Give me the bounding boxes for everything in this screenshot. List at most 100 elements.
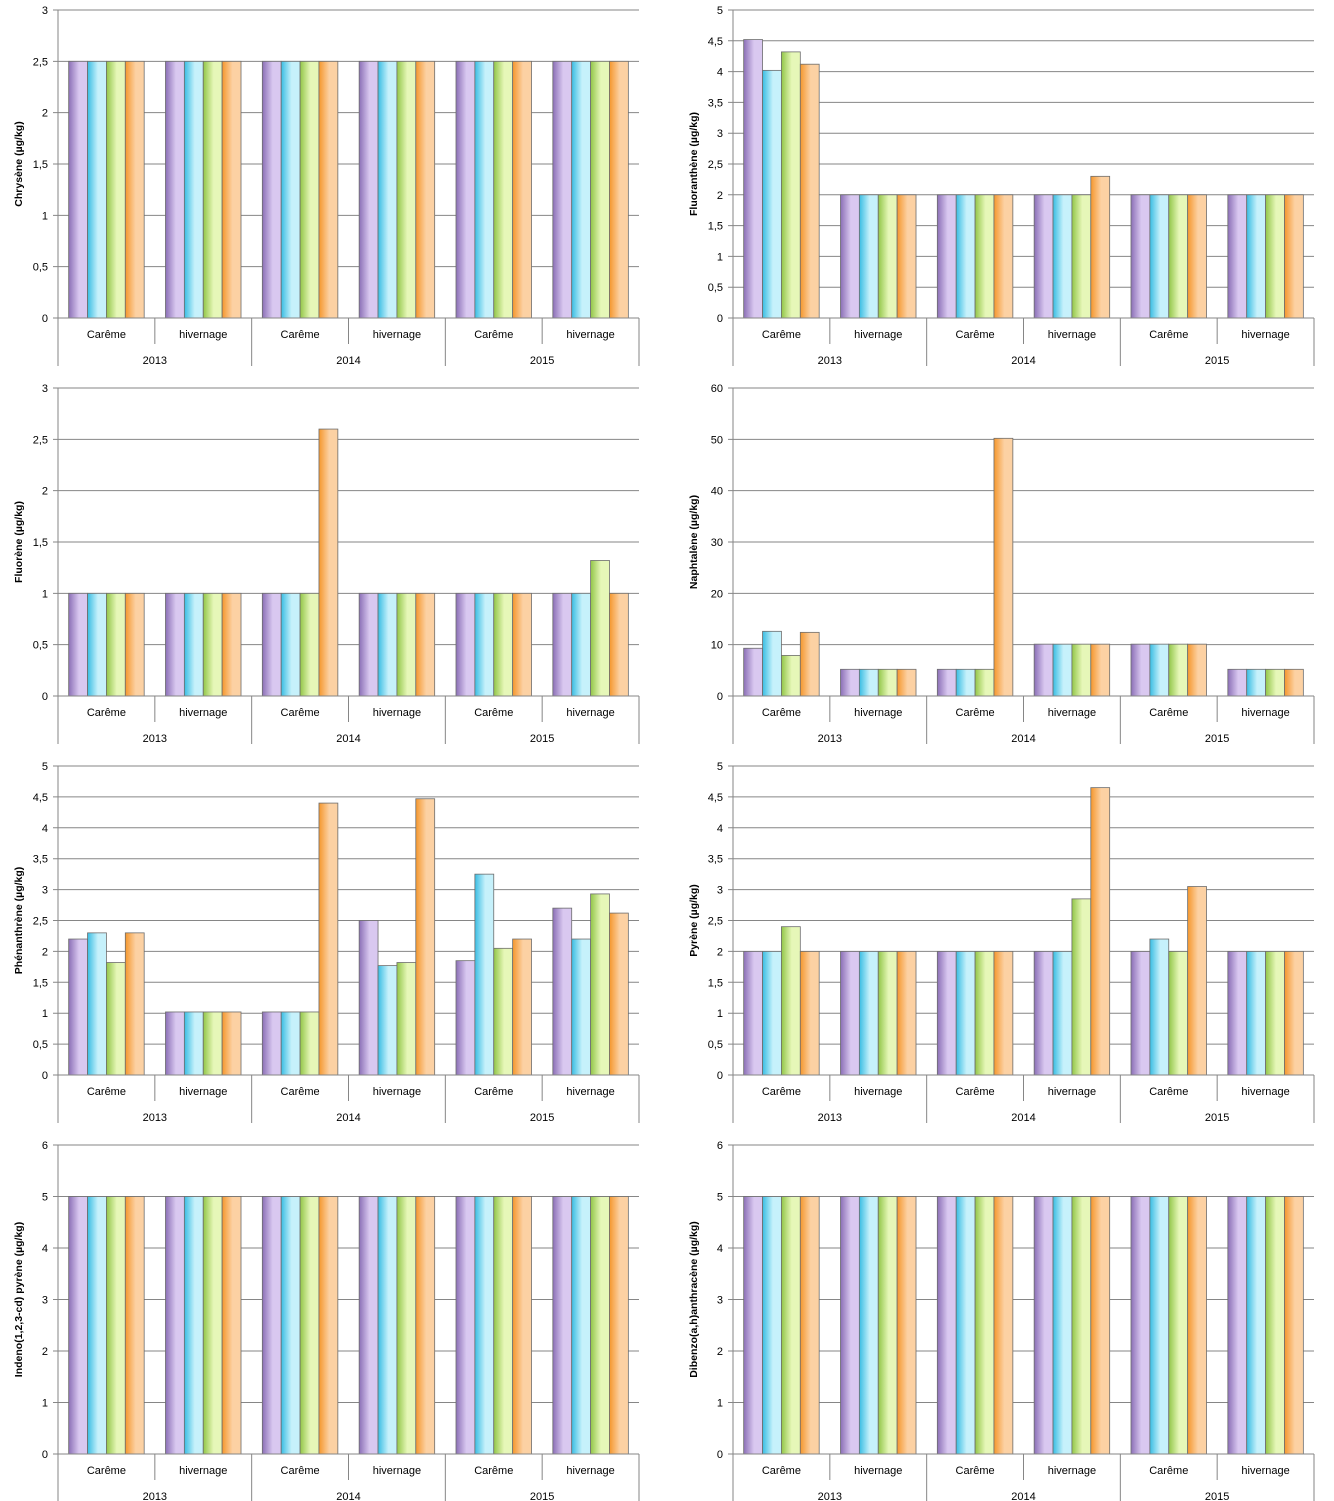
bar [1246,1196,1266,1455]
bar [1071,194,1092,319]
y-tick-label: 1 [42,210,48,222]
category-label: Carême [1149,1465,1188,1477]
bar [165,1196,185,1455]
y-tick-label: 4,5 [708,36,723,48]
y-tick-label: 0,5 [33,640,48,652]
bar [858,1196,879,1455]
bar [840,194,860,319]
category-label: Carême [1149,1086,1188,1098]
y-tick-label: 2,5 [708,159,723,171]
bar [840,951,860,1076]
y-tick-label: 5 [42,761,48,773]
bar [571,592,591,697]
group-label: 2015 [530,1491,554,1501]
group-label: 2015 [1205,1491,1229,1501]
bar [1246,194,1266,319]
bar [877,951,898,1076]
y-tick-label: 3,5 [708,97,723,109]
category-label: Carême [474,1465,513,1477]
y-tick-label: 5 [717,1192,723,1204]
chart-panel-7: 0 1 2 3 4 5 6 Indeno(1,2,3-cd) pyrène (µg/kg) Ca… [13,1140,640,1501]
group-label: 2013 [143,1491,167,1501]
bar [1071,1196,1092,1455]
category-label: Carême [474,329,513,341]
y-tick-label: 4 [717,823,723,835]
bar [221,592,242,697]
bar [840,1196,860,1455]
y-tick-label: 5 [717,761,723,773]
bar [1090,175,1111,319]
bar [377,60,398,319]
category-label: hivernage [373,707,421,719]
bar [261,592,282,697]
bar [974,668,995,697]
bar [106,1196,126,1455]
bar [1246,951,1266,1076]
bar [858,194,879,319]
y-tick-label: 1,5 [708,221,723,233]
y-tick-label: 0 [42,1070,48,1082]
category-label: Carême [762,329,801,341]
bar [377,592,398,697]
category-label: Carême [281,707,320,719]
bar [493,60,514,319]
bar [396,60,417,319]
bar [455,60,476,319]
bar [609,592,629,697]
category-label: hivernage [373,1465,421,1477]
y-tick-label: 3 [42,383,48,395]
bar [936,1196,957,1455]
y-tick-label: 2,5 [33,916,48,928]
y-tick-label: 3 [42,1295,48,1307]
category-label: hivernage [1048,1086,1096,1098]
bar [955,668,976,697]
y-tick-label: 60 [711,383,723,395]
bar [1265,668,1285,697]
bar [896,194,917,319]
bar [762,1196,782,1455]
chart-panel-8: 0 1 2 3 4 5 6 Dibenzo(a,h)anthracène (µg/kg) Car… [688,1140,1315,1501]
y-tick-label: 2 [717,190,723,202]
bar [1130,643,1151,697]
bar [590,1196,610,1455]
bar [743,39,763,319]
bar [68,60,88,319]
y-tick-label: 0 [717,1070,723,1082]
y-tick-label: 2 [42,108,48,120]
bar [1265,1196,1285,1455]
y-tick-label: 0,5 [708,1039,723,1051]
category-label: hivernage [854,707,902,719]
bar [1052,951,1073,1076]
bar [1149,1196,1170,1455]
bar [415,60,436,319]
group-label: 2015 [1205,1112,1229,1124]
bar [299,592,320,697]
category-label: hivernage [179,1465,227,1477]
bar [571,60,591,319]
bar [609,1196,629,1455]
bar [280,60,301,319]
bar [493,592,514,697]
y-axis-title: Dibenzo(a,h)anthracène (µg/kg) [688,1221,700,1378]
bar [762,630,782,697]
category-label: Carême [956,1086,995,1098]
bar [955,194,976,319]
bar [974,951,995,1076]
bar [877,194,898,319]
y-tick-label: 1,5 [33,537,48,549]
bar [590,893,610,1076]
bar [202,60,223,319]
category-label: hivernage [1241,1086,1289,1098]
category-label: Carême [87,1086,126,1098]
y-axis-title: Pyrène (µg/kg) [688,884,700,957]
y-tick-label: 0,5 [33,262,48,274]
y-tick-label: 4,5 [708,792,723,804]
chart-panel-5: 0 0,5 1 1,5 2 2,5 3 3,5 4 4,5 5 Phénanthrène (µg/kg… [13,761,640,1124]
y-tick-label: 4 [42,1243,48,1255]
bar [552,1196,573,1455]
bar [1071,898,1092,1076]
group-label: 2013 [818,1491,842,1501]
category-label: Carême [281,1086,320,1098]
bar [1052,1196,1073,1455]
bar [993,951,1014,1076]
